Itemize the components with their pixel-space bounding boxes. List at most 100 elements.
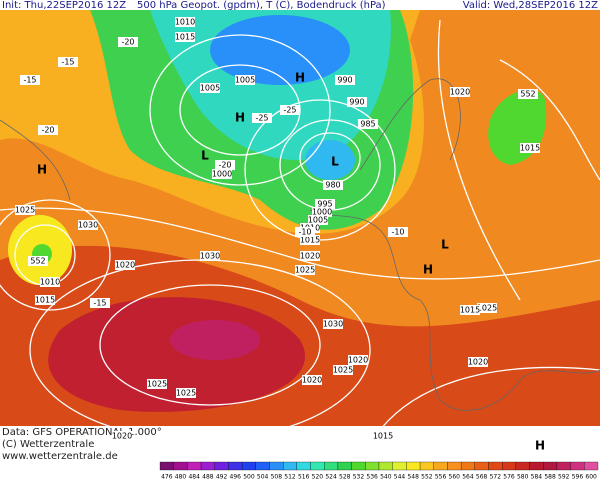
colorbar-label: 484	[188, 474, 200, 481]
contour-label: 1015	[373, 432, 393, 441]
label-box	[118, 37, 138, 47]
warm-center	[170, 320, 260, 360]
label-box	[308, 215, 328, 225]
contour-label: 980	[325, 181, 340, 190]
colorbar-label: 548	[407, 474, 419, 481]
contour-label: 1015	[35, 296, 55, 305]
low-core	[305, 140, 355, 180]
contour-label: 1015	[520, 144, 540, 153]
label-box	[115, 260, 135, 270]
contour-label: 1000	[212, 170, 232, 179]
label-box	[20, 75, 40, 85]
data-source: Data: GFS OPERATIONAL 1.000°	[2, 427, 162, 438]
colorbar-swatch	[269, 461, 284, 471]
colorbar-label: 568	[476, 474, 488, 481]
contour-label: 1025	[147, 380, 167, 389]
contour-label: 552	[30, 257, 45, 266]
contour-label: 1020	[112, 432, 132, 441]
contour-label: 1025	[176, 389, 196, 398]
label-box	[15, 205, 35, 215]
contour-label: 1005	[235, 76, 255, 85]
colorbar-swatch	[228, 461, 243, 471]
label-box	[295, 265, 315, 275]
colorbar-swatch	[159, 461, 174, 471]
colorbar-swatch	[570, 461, 585, 471]
colorbar-swatch	[556, 461, 571, 471]
coastlines	[0, 78, 600, 411]
colorbar-label: 528	[339, 474, 351, 481]
contour-label: -15	[23, 76, 36, 85]
label-box	[300, 235, 320, 245]
colorbar-swatch	[515, 461, 530, 471]
label-box	[468, 357, 488, 367]
label-box	[58, 57, 78, 67]
label-box	[38, 125, 58, 135]
contour-label: 1015	[175, 33, 195, 42]
label-box	[373, 431, 393, 441]
colorbar-label: 592	[558, 474, 570, 481]
contour-label: 1005	[200, 84, 220, 93]
colorbar-label: 576	[503, 474, 515, 481]
label-box	[175, 32, 195, 42]
label-box	[212, 169, 232, 179]
colorbar-swatch	[392, 461, 407, 471]
pressure-center: L	[201, 149, 209, 163]
label-box	[252, 113, 272, 123]
label-box	[280, 105, 300, 115]
colorbar-label: 480	[175, 474, 187, 481]
colorbar-label: 588	[544, 474, 556, 481]
colorbar-label: 556	[435, 474, 447, 481]
colorbar-swatch	[351, 461, 366, 471]
contour-label: 1010	[40, 278, 60, 287]
contour-label: 1020	[302, 376, 322, 385]
contour-label: 1020	[468, 358, 488, 367]
label-box	[215, 160, 235, 170]
colorbar-label: 512	[284, 474, 296, 481]
colorbar-label: 504	[257, 474, 269, 481]
contour-label: 1015	[300, 236, 320, 245]
colorbar-label: 476	[161, 474, 173, 481]
label-box	[90, 298, 110, 308]
label-box	[477, 303, 497, 313]
contour-label: -20	[41, 126, 54, 135]
label-box	[333, 365, 353, 375]
colorbar-swatch	[283, 461, 298, 471]
label-box	[520, 143, 540, 153]
label-box	[300, 251, 320, 261]
colorbar-label: 492	[216, 474, 228, 481]
label-box	[358, 119, 378, 129]
copyright: (C) Wetterzentrale	[2, 439, 94, 450]
contour-label: -20	[218, 161, 231, 170]
contour-label: 995	[317, 200, 332, 209]
pressure-center: L	[441, 238, 449, 252]
colorbar-swatch	[310, 461, 325, 471]
contour-label: 990	[337, 76, 352, 85]
contour-label: 990	[349, 98, 364, 107]
contour-label: 1005	[308, 216, 328, 225]
colorbar-label: 536	[366, 474, 378, 481]
colorbar-swatch	[255, 461, 270, 471]
contour-label: 1030	[323, 320, 343, 329]
colorbar-label: 564	[462, 474, 474, 481]
label-box	[518, 89, 538, 99]
map-title: 500 hPa Geopot. (gpdm), T (C), Bodendruc…	[137, 0, 386, 11]
colorbar-swatch	[433, 461, 448, 471]
colorbar-label: 532	[353, 474, 365, 481]
colorbar-swatch	[488, 461, 503, 471]
cold-core	[210, 15, 350, 85]
contour-label: 1020	[115, 261, 135, 270]
label-box	[112, 431, 132, 441]
colorbar-swatch	[200, 461, 215, 471]
valid-text: Valid: Wed,28SEP2016 12Z	[463, 0, 598, 11]
colorbar-label: 496	[230, 474, 242, 481]
contour-label: 1020	[300, 252, 320, 261]
contour-label: 1025	[15, 206, 35, 215]
label-box	[450, 87, 470, 97]
colorbar-swatch	[214, 461, 229, 471]
contour-label: 1015	[460, 306, 480, 315]
colorbar-swatch	[241, 461, 256, 471]
pressure-center: H	[535, 439, 545, 453]
label-box	[302, 375, 322, 385]
label-box	[315, 199, 335, 209]
